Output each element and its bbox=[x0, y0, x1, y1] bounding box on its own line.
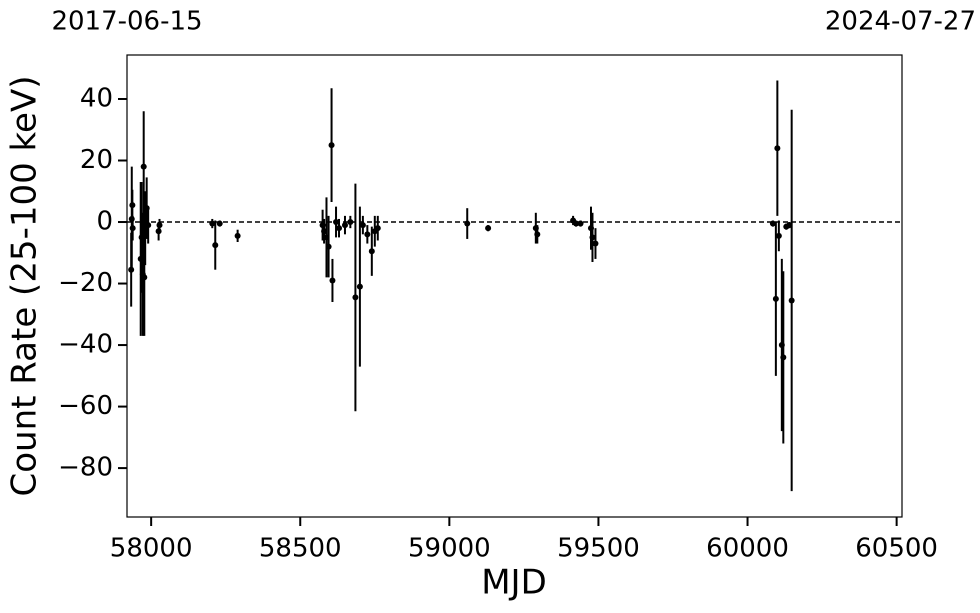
x-tick-label: 60000 bbox=[706, 534, 789, 564]
data-point bbox=[589, 234, 596, 241]
data-point bbox=[336, 225, 343, 232]
data-point bbox=[356, 283, 363, 290]
data-point bbox=[328, 142, 335, 149]
data-point bbox=[209, 220, 216, 227]
data-point bbox=[464, 220, 471, 227]
data-point bbox=[145, 222, 152, 229]
data-point bbox=[212, 242, 219, 249]
x-tick-label: 59500 bbox=[557, 534, 640, 564]
y-tick-label: −80 bbox=[58, 453, 113, 483]
data-point bbox=[573, 220, 580, 227]
data-point bbox=[780, 354, 787, 361]
data-point bbox=[577, 220, 584, 227]
data-point bbox=[347, 219, 354, 226]
top-tick-label: 2017-06-15 bbox=[51, 7, 202, 37]
y-tick-label: −60 bbox=[58, 391, 113, 421]
y-tick-label: 40 bbox=[80, 83, 113, 113]
x-tick-label: 60500 bbox=[855, 534, 938, 564]
data-point bbox=[485, 225, 492, 232]
y-tick-label: 0 bbox=[96, 207, 113, 237]
data-point bbox=[359, 222, 366, 229]
data-point bbox=[774, 145, 781, 152]
data-point bbox=[216, 220, 223, 227]
data-point bbox=[341, 222, 348, 229]
data-point bbox=[788, 297, 795, 304]
y-tick-label: 20 bbox=[80, 145, 113, 175]
data-point bbox=[772, 295, 779, 302]
y-tick-label: −20 bbox=[58, 268, 113, 298]
data-point bbox=[141, 274, 148, 281]
x-axis-label: MJD bbox=[481, 563, 547, 603]
x-tick-label: 58500 bbox=[259, 534, 342, 564]
data-point bbox=[352, 294, 359, 301]
y-axis-label: Count Rate (25-100 keV) bbox=[5, 76, 45, 497]
data-point bbox=[325, 243, 332, 250]
data-point bbox=[329, 277, 336, 284]
top-tick-label: 2024-07-27 bbox=[825, 7, 976, 37]
data-point bbox=[234, 232, 241, 239]
data-point bbox=[364, 231, 371, 238]
x-tick-label: 58000 bbox=[110, 534, 193, 564]
data-point bbox=[156, 222, 163, 229]
data-point bbox=[140, 163, 147, 170]
data-point bbox=[374, 225, 381, 232]
plot-frame bbox=[126, 54, 903, 518]
data-point bbox=[592, 240, 599, 247]
data-point bbox=[769, 220, 776, 227]
data-point bbox=[775, 232, 782, 239]
data-point bbox=[129, 202, 136, 209]
data-point bbox=[129, 225, 136, 232]
data-point bbox=[333, 219, 340, 226]
data-point bbox=[534, 231, 541, 238]
x-tick-label: 59000 bbox=[408, 534, 491, 564]
data-point bbox=[368, 248, 375, 255]
y-tick-label: −40 bbox=[58, 330, 113, 360]
